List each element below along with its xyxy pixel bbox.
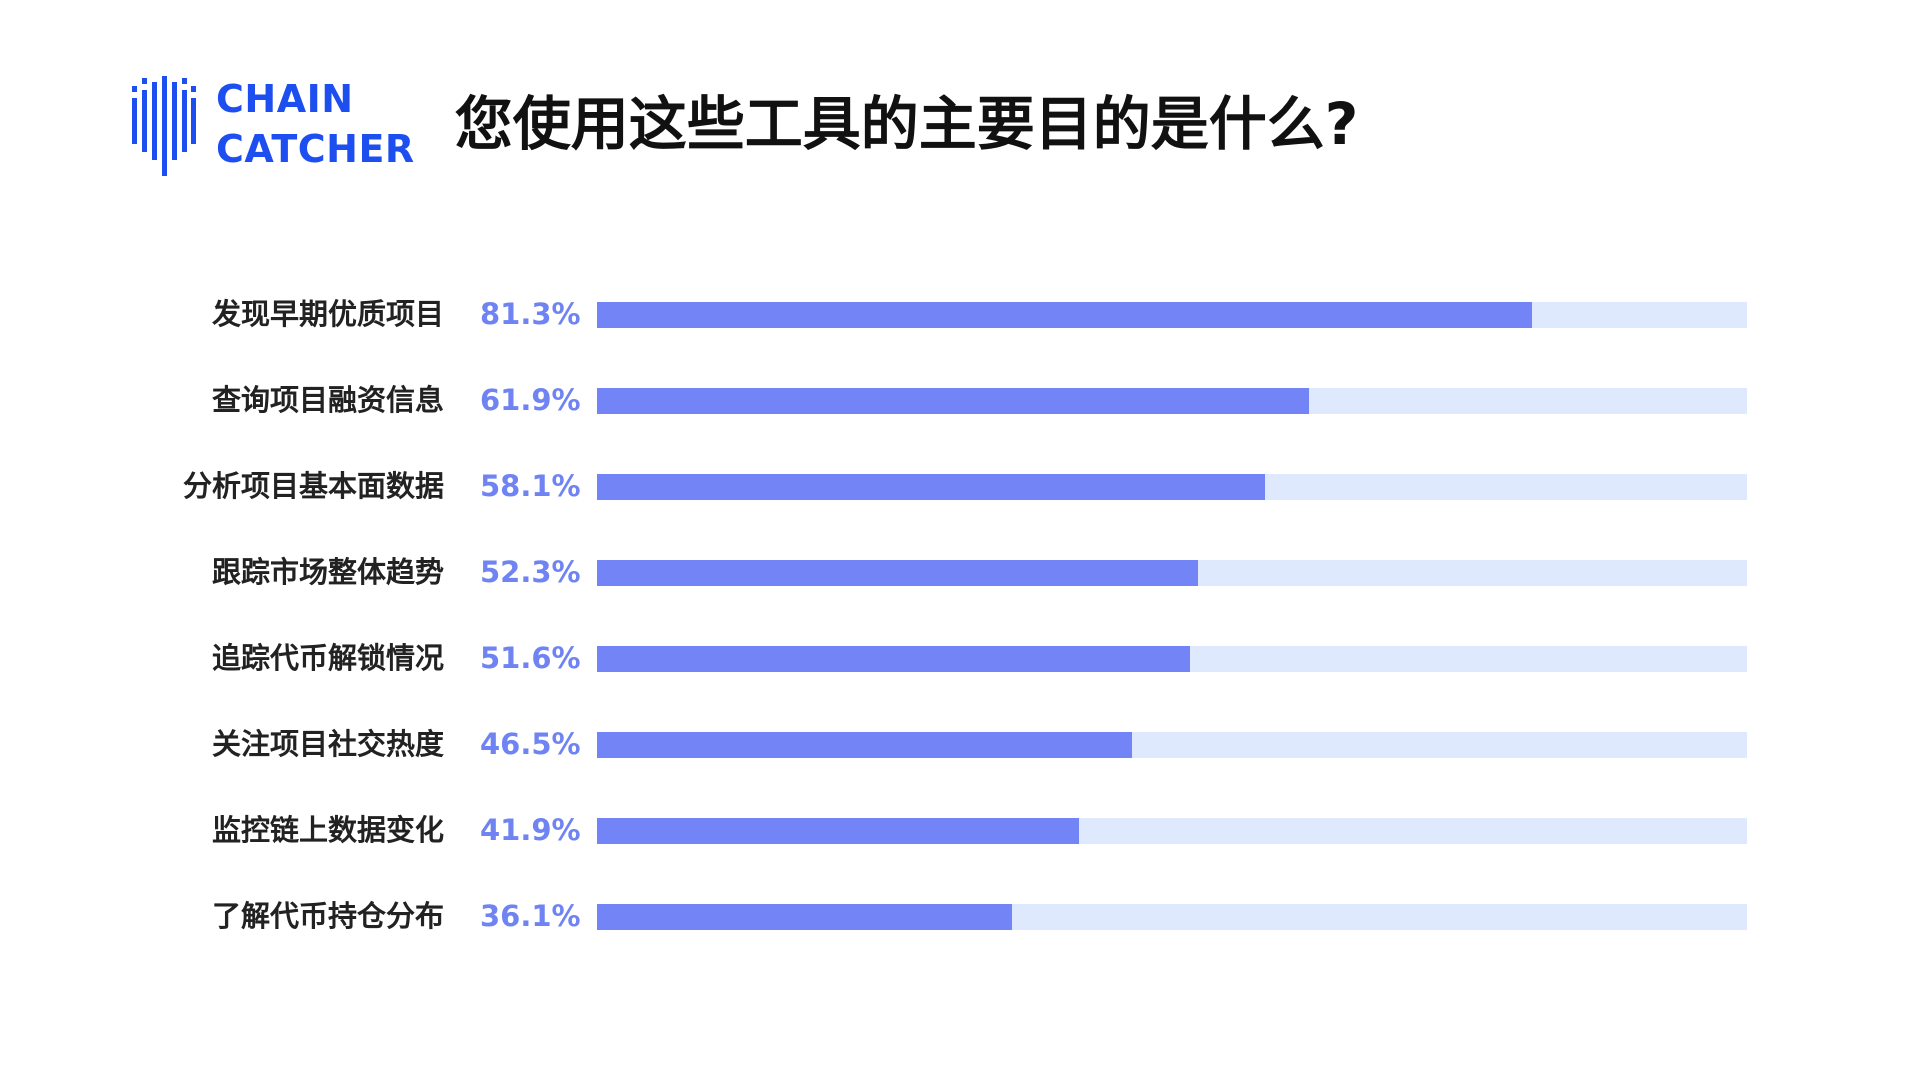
- category-label: 发现早期优质项目: [211, 297, 444, 331]
- bar-track: [597, 560, 1747, 586]
- bar-track: [597, 904, 1747, 930]
- bar: [597, 818, 1079, 844]
- header: CHAIN CATCHER 您使用这些工具的主要目的是什么?: [132, 72, 1358, 176]
- chart-title: 您使用这些工具的主要目的是什么?: [454, 90, 1359, 158]
- chain-catcher-logo-icon: [132, 76, 196, 176]
- brand-wordmark: CHAIN CATCHER: [216, 74, 415, 174]
- bar-row: 分析项目基本面数据 58.1%: [0, 466, 1920, 506]
- category-label: 监控链上数据变化: [211, 813, 444, 847]
- bar: [597, 302, 1532, 328]
- bar-row: 追踪代币解锁情况 51.6%: [0, 638, 1920, 678]
- bar-track: [597, 646, 1747, 672]
- bar: [597, 560, 1199, 586]
- category-label: 分析项目基本面数据: [182, 469, 444, 503]
- bar-track: [597, 302, 1747, 328]
- bar: [597, 732, 1132, 758]
- category-label: 追踪代币解锁情况: [211, 641, 444, 675]
- brand-line-2: CATCHER: [216, 127, 415, 171]
- value-label: 58.1%: [480, 469, 581, 503]
- brand-line-1: CHAIN: [216, 77, 354, 121]
- value-label: 61.9%: [480, 383, 581, 417]
- bar-row: 了解代币持仓分布 36.1%: [0, 896, 1920, 936]
- category-label: 了解代币持仓分布: [211, 899, 444, 933]
- bar-row: 跟踪市场整体趋势 52.3%: [0, 552, 1920, 592]
- bar-row: 监控链上数据变化 41.9%: [0, 810, 1920, 850]
- bar-row: 发现早期优质项目 81.3%: [0, 294, 1920, 334]
- bar: [597, 388, 1309, 414]
- brand-logo: CHAIN CATCHER: [132, 72, 415, 176]
- bar-track: [597, 732, 1747, 758]
- value-label: 52.3%: [480, 555, 581, 589]
- value-label: 36.1%: [480, 899, 581, 933]
- bar: [597, 474, 1266, 500]
- value-label: 81.3%: [480, 297, 581, 331]
- bar-track: [597, 474, 1747, 500]
- category-label: 跟踪市场整体趋势: [211, 555, 444, 589]
- bar: [597, 646, 1191, 672]
- value-label: 51.6%: [480, 641, 581, 675]
- category-label: 关注项目社交热度: [211, 727, 444, 761]
- bar: [597, 904, 1013, 930]
- value-label: 46.5%: [480, 727, 581, 761]
- bar-row: 关注项目社交热度 46.5%: [0, 724, 1920, 764]
- bar-row: 查询项目融资信息 61.9%: [0, 380, 1920, 420]
- value-label: 41.9%: [480, 813, 581, 847]
- bar-track: [597, 388, 1747, 414]
- bar-track: [597, 818, 1747, 844]
- category-label: 查询项目融资信息: [211, 383, 444, 417]
